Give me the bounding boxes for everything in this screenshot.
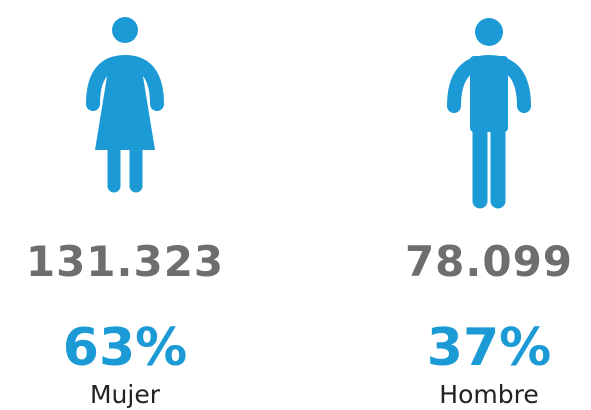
dress [95, 58, 155, 150]
percent: 37% [427, 318, 551, 378]
head [112, 17, 138, 43]
male-icon [447, 18, 531, 209]
label: Hombre [439, 380, 538, 409]
count: 131.323 [26, 237, 224, 286]
percent: 63% [63, 318, 187, 378]
head [475, 18, 503, 46]
female-icon [86, 17, 164, 193]
count: 78.099 [405, 237, 573, 286]
label: Mujer [90, 380, 161, 409]
